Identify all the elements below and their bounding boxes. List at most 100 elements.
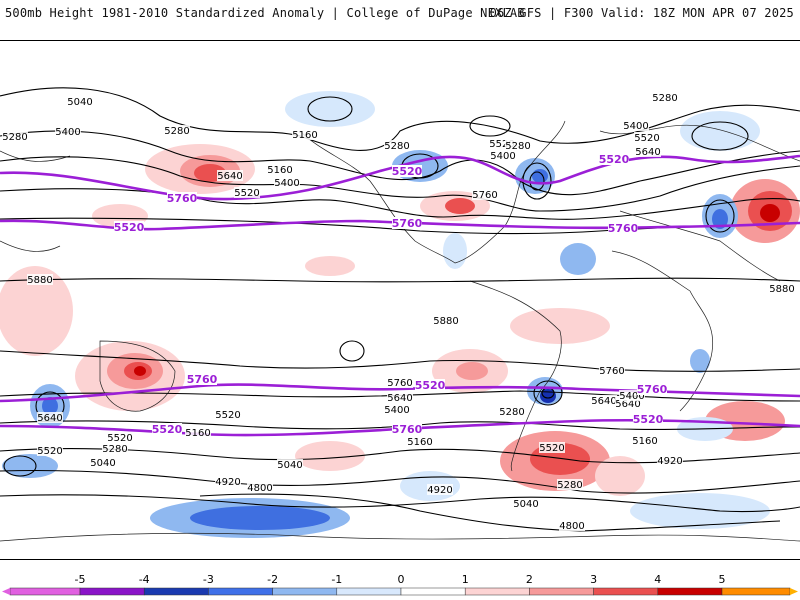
contour-labels: 5040 5280 5400 5280 5160 5280 5400 5520 5640 5520…: [2, 92, 795, 532]
contour-label: 4800: [559, 521, 584, 532]
contour-label-bg: [37, 445, 63, 456]
contour-line: [0, 87, 800, 151]
contour-line: [0, 130, 800, 196]
contour-label: 5640: [37, 413, 62, 424]
colorbar-cells: [2, 587, 798, 596]
contour-label-bg: [247, 482, 273, 493]
contour-label: 5040: [277, 460, 302, 471]
anomaly-neg: [532, 169, 548, 183]
colorbar-tick-label: 5: [719, 573, 726, 586]
contour-label: 4800: [247, 483, 272, 494]
contour-label-bg: [384, 404, 410, 415]
colorbar-tick-label: -4: [139, 573, 150, 586]
contour-line: [0, 447, 800, 464]
contour-label-bg: [652, 92, 678, 103]
contour-label-bg: [472, 189, 498, 200]
contour-label-bg: [769, 283, 795, 294]
contour-label: 5520: [634, 133, 659, 144]
contour-label: 5160: [632, 436, 657, 447]
anomaly-neg: [443, 233, 467, 269]
contour-label: 5880: [769, 284, 794, 295]
contour-label: 5400: [55, 127, 80, 138]
contour-label: 5520: [37, 446, 62, 457]
contour-label-bg: [489, 138, 515, 149]
colorbar-cell: [593, 587, 659, 596]
highlight-contour-label: 5520: [152, 423, 183, 436]
contour-label: 5280: [164, 126, 189, 137]
contour-label: 5280: [102, 444, 127, 455]
contour-label-bg: [234, 187, 260, 198]
contour-label: 5280: [557, 480, 582, 491]
contour-label: 5280: [499, 407, 524, 418]
colorbar-right-arrow: [790, 588, 798, 595]
contour-label: 4920: [657, 456, 682, 467]
contour-line: [0, 156, 800, 212]
colorbar-tick-label: 3: [590, 573, 597, 586]
contour-label-bg: [619, 390, 645, 401]
contour-label-bg: [591, 395, 617, 406]
anomaly-neg: [190, 506, 330, 530]
contour-label-bg: [539, 442, 565, 453]
anomaly-pos: [305, 256, 355, 276]
contour-label: 5640: [635, 147, 660, 158]
anomaly-pos: [760, 204, 780, 222]
contour-label-bg: [292, 129, 318, 140]
anomaly-neg: [42, 397, 58, 415]
contour-label-bg: [634, 132, 660, 143]
anomaly-shading: [0, 91, 800, 538]
contour-label-bg: [505, 140, 531, 151]
contour-label-bg: [433, 315, 459, 326]
contour-label: 5760: [599, 366, 624, 377]
contour-label: 5160: [407, 437, 432, 448]
contour-label-bg: [102, 443, 128, 454]
contour-label-bg: [90, 457, 116, 468]
contour-label: 5640: [217, 171, 242, 182]
contour-label-bg: [557, 479, 583, 490]
colorbar-tick-label: 4: [654, 573, 661, 586]
contour-label: 5160: [185, 428, 210, 439]
colorbar-cell: [9, 587, 81, 596]
colorbar-cell: [464, 587, 530, 596]
map-panel: 5040 5280 5400 5280 5160 5280 5400 5520 5640 5520…: [0, 40, 800, 560]
highlight-contour-label: 5520: [599, 153, 630, 166]
highlight-label-bg: [152, 423, 182, 435]
contour-label-bg: [267, 164, 293, 175]
anomaly-neg: [560, 243, 596, 275]
contour-line: [0, 350, 800, 372]
colorbar-tick-label: 2: [526, 573, 533, 586]
colorbar-cell: [721, 587, 791, 596]
contour-label-bg: [215, 476, 241, 487]
anomaly-neg: [712, 209, 728, 229]
anomaly-colorbar: -5 -4 -3 -2 -1 0 1 2 3 4 5: [2, 573, 798, 596]
anomaly-pos: [134, 366, 146, 376]
contour-label-bg: [2, 131, 28, 142]
contour-label: 5520: [215, 410, 240, 421]
contour-label: 5160: [267, 165, 292, 176]
highlight-label-bg: [637, 383, 667, 395]
anomaly-neg: [690, 349, 710, 373]
coastlines: [0, 120, 800, 542]
contour-label: 5160: [292, 130, 317, 141]
anomaly-pos: [595, 456, 645, 496]
highlight-label-bg: [633, 413, 663, 425]
model-run-info: 06Z GFS | F300 Valid: 18Z MON APR 07 202…: [489, 6, 794, 20]
chart-title: 500mb Height 1981-2010 Standardized Anom…: [5, 6, 525, 20]
contour-label-bg: [27, 274, 53, 285]
contour-closed-low: [533, 380, 563, 406]
colorbar-cell: [208, 587, 273, 596]
contour-label-bg: [632, 435, 658, 446]
contour-label: 5280: [2, 132, 27, 143]
anomaly-pos: [510, 308, 610, 344]
highlight-contour-label: 5760: [608, 222, 639, 235]
contour-label-bg: [387, 392, 413, 403]
anomaly-pos: [445, 198, 475, 214]
colorbar-cell: [657, 587, 723, 596]
colorbar-tick-label: -2: [267, 573, 278, 586]
contour-label: 5400: [619, 391, 644, 402]
contour-label-bg: [599, 365, 625, 376]
contour-label: 5640: [615, 399, 640, 410]
contour-label-bg: [387, 377, 413, 388]
contour-label-bg: [499, 406, 525, 417]
contour-label: 5520: [234, 188, 259, 199]
